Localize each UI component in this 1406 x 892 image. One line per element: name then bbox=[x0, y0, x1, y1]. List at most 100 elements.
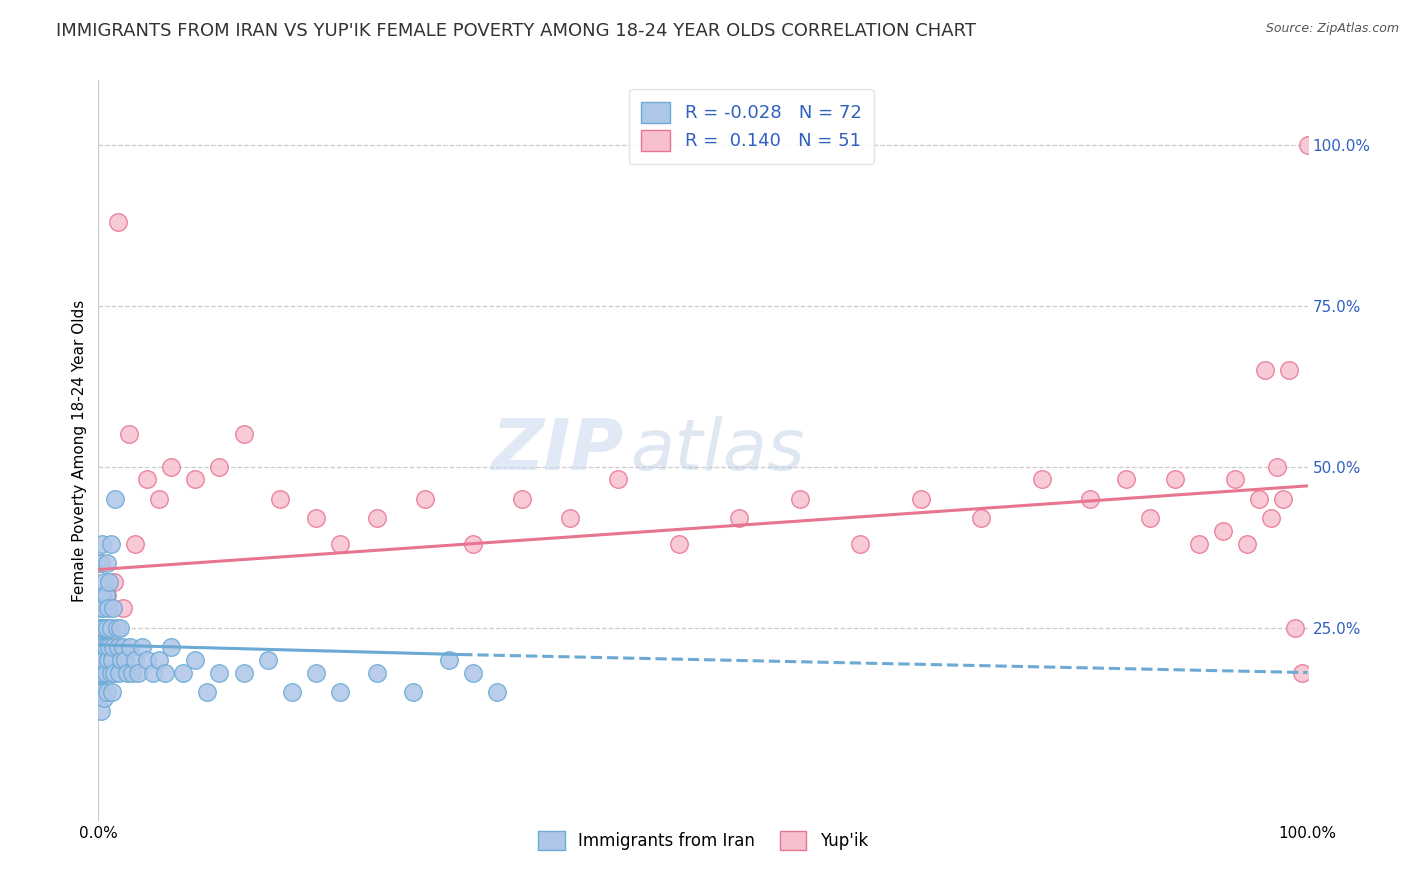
Point bbox=[117, 665, 139, 680]
Point bbox=[97, 653, 120, 667]
Point bbox=[96, 685, 118, 699]
Point bbox=[135, 472, 157, 486]
Point bbox=[208, 665, 231, 680]
Point bbox=[114, 653, 136, 667]
Point bbox=[413, 491, 436, 506]
Point bbox=[184, 472, 207, 486]
Point bbox=[96, 620, 118, 634]
Point bbox=[789, 491, 811, 506]
Point bbox=[305, 665, 328, 680]
Point bbox=[89, 665, 111, 680]
Point bbox=[100, 620, 122, 634]
Point bbox=[97, 601, 120, 615]
Point bbox=[93, 665, 115, 680]
Point bbox=[366, 665, 388, 680]
Point bbox=[111, 601, 134, 615]
Point bbox=[195, 685, 218, 699]
Point bbox=[849, 537, 872, 551]
Point bbox=[1236, 537, 1258, 551]
Point bbox=[96, 556, 118, 570]
Point bbox=[1212, 524, 1234, 538]
Point bbox=[510, 491, 533, 506]
Point bbox=[100, 665, 122, 680]
Point bbox=[1296, 137, 1319, 152]
Point bbox=[100, 537, 122, 551]
Point bbox=[607, 472, 630, 486]
Point bbox=[1260, 511, 1282, 525]
Point bbox=[148, 653, 170, 667]
Point bbox=[91, 537, 114, 551]
Point bbox=[486, 685, 509, 699]
Point bbox=[668, 537, 690, 551]
Point bbox=[1272, 491, 1295, 506]
Point bbox=[100, 653, 122, 667]
Point bbox=[256, 653, 278, 667]
Point bbox=[970, 511, 993, 525]
Point bbox=[124, 537, 146, 551]
Text: IMMIGRANTS FROM IRAN VS YUP'IK FEMALE POVERTY AMONG 18-24 YEAR OLDS CORRELATION : IMMIGRANTS FROM IRAN VS YUP'IK FEMALE PO… bbox=[56, 22, 976, 40]
Point bbox=[437, 653, 460, 667]
Point bbox=[105, 620, 128, 634]
Point bbox=[124, 653, 146, 667]
Point bbox=[94, 665, 117, 680]
Point bbox=[104, 491, 127, 506]
Point bbox=[107, 640, 129, 654]
Point bbox=[305, 511, 328, 525]
Point bbox=[558, 511, 581, 525]
Point bbox=[1115, 472, 1137, 486]
Point bbox=[98, 640, 121, 654]
Point bbox=[208, 459, 231, 474]
Point bbox=[366, 511, 388, 525]
Point bbox=[90, 640, 112, 654]
Point bbox=[103, 575, 125, 590]
Point bbox=[135, 653, 157, 667]
Point bbox=[90, 653, 112, 667]
Point bbox=[232, 427, 254, 442]
Point bbox=[89, 653, 111, 667]
Point bbox=[1284, 620, 1306, 634]
Point bbox=[1188, 537, 1211, 551]
Point bbox=[89, 588, 111, 602]
Point bbox=[1031, 472, 1053, 486]
Point bbox=[281, 685, 304, 699]
Point bbox=[89, 685, 111, 699]
Point bbox=[1078, 491, 1101, 506]
Point bbox=[93, 653, 115, 667]
Point bbox=[1267, 459, 1289, 474]
Point bbox=[98, 575, 121, 590]
Point bbox=[108, 620, 131, 634]
Point bbox=[107, 215, 129, 229]
Point bbox=[90, 556, 112, 570]
Point bbox=[93, 691, 115, 706]
Point bbox=[329, 685, 352, 699]
Point bbox=[1163, 472, 1185, 486]
Point bbox=[91, 601, 114, 615]
Point bbox=[91, 685, 114, 699]
Point bbox=[96, 588, 118, 602]
Point bbox=[93, 575, 115, 590]
Point bbox=[463, 665, 485, 680]
Point bbox=[94, 640, 117, 654]
Point bbox=[91, 588, 114, 602]
Point bbox=[184, 653, 207, 667]
Point bbox=[100, 685, 122, 699]
Point bbox=[91, 620, 114, 634]
Text: Source: ZipAtlas.com: Source: ZipAtlas.com bbox=[1265, 22, 1399, 36]
Point bbox=[910, 491, 932, 506]
Point bbox=[1291, 665, 1313, 680]
Point bbox=[153, 665, 176, 680]
Point bbox=[232, 665, 254, 680]
Point bbox=[103, 665, 125, 680]
Point bbox=[91, 665, 114, 680]
Point bbox=[90, 601, 112, 615]
Point bbox=[121, 665, 143, 680]
Point bbox=[108, 665, 131, 680]
Point bbox=[110, 653, 132, 667]
Point bbox=[1249, 491, 1271, 506]
Point bbox=[463, 537, 485, 551]
Text: ZIP: ZIP bbox=[492, 416, 624, 485]
Point bbox=[1278, 363, 1301, 377]
Point bbox=[160, 640, 183, 654]
Point bbox=[160, 459, 183, 474]
Point bbox=[402, 685, 425, 699]
